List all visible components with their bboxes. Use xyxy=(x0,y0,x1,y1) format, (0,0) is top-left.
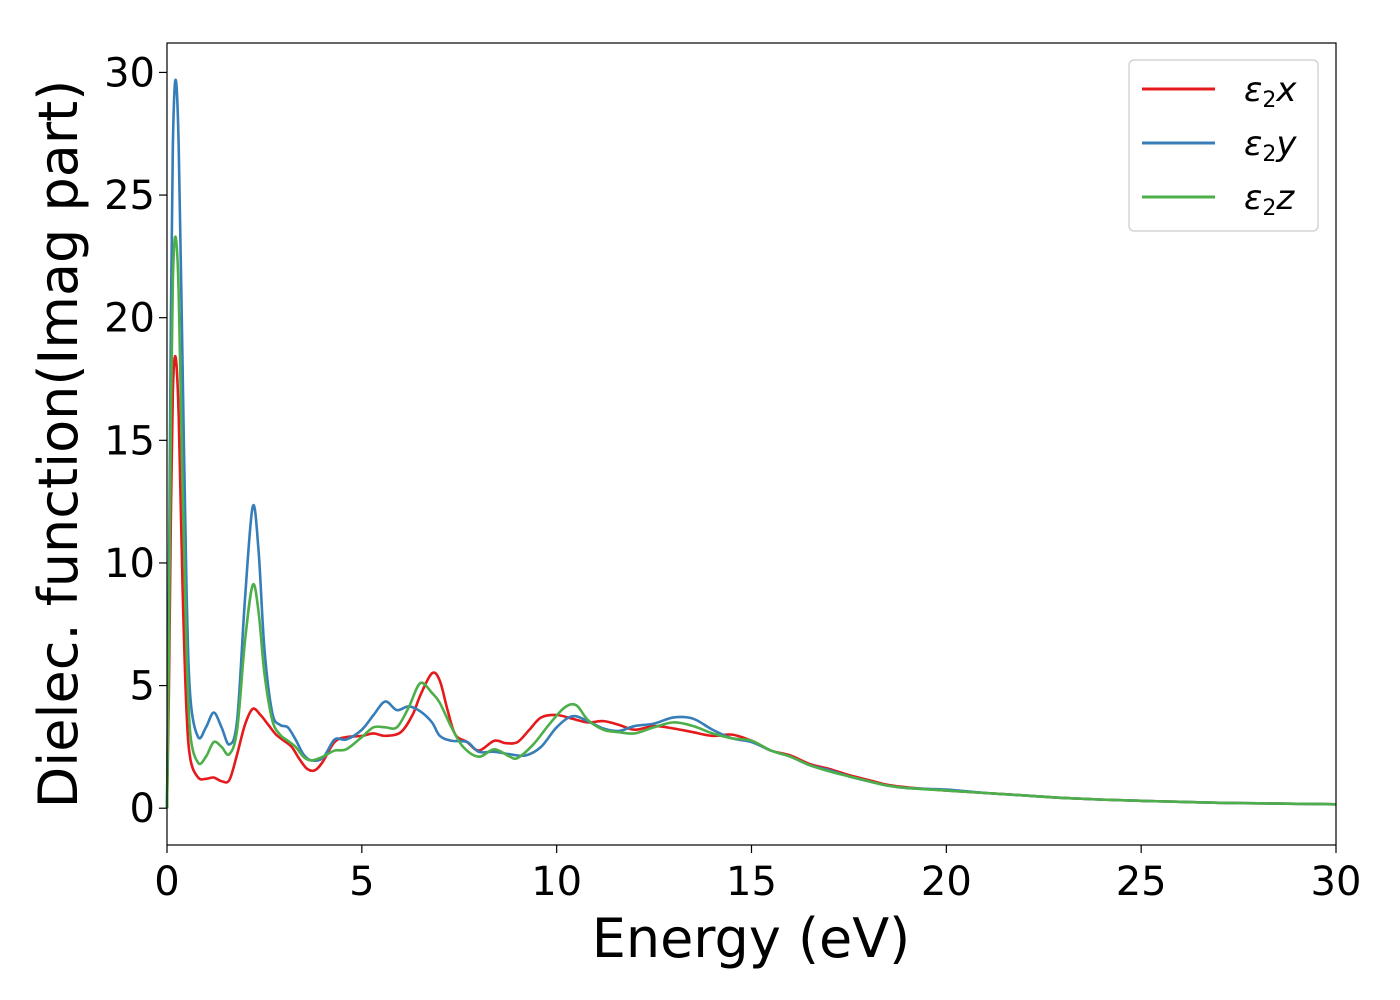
x-tick-label: 30 xyxy=(1311,859,1362,905)
x-tick-label: 20 xyxy=(921,859,972,905)
x-tick-label: 15 xyxy=(726,859,777,905)
legend-items: ε2x ε2y ε2z xyxy=(1142,70,1297,221)
legend-label-z: ε2z xyxy=(1244,178,1295,221)
y-tick-label: 10 xyxy=(104,541,155,587)
y-tick-label: 25 xyxy=(104,173,155,219)
x-axis-ticks: 0 5 10 15 20 25 30 xyxy=(154,845,1361,905)
y-tick-label: 30 xyxy=(104,50,155,96)
legend-label-y: ε2y xyxy=(1244,124,1297,167)
y-tick-label: 0 xyxy=(130,786,155,832)
x-axis-label: Energy (eV) xyxy=(592,907,911,970)
y-axis-label: Dielec. function(Imag part) xyxy=(27,80,90,809)
x-tick-label: 0 xyxy=(154,859,179,905)
series-line-z xyxy=(165,235,1337,809)
legend: ε2x ε2y ε2z xyxy=(1128,59,1319,232)
y-tick-label: 5 xyxy=(130,664,155,710)
y-tick-label: 15 xyxy=(104,418,155,464)
x-tick-label: 5 xyxy=(349,859,374,905)
legend-frame xyxy=(1128,59,1319,232)
x-tick-label: 25 xyxy=(1116,859,1167,905)
y-axis-ticks: 0 5 10 15 20 25 30 xyxy=(104,50,167,832)
x-tick-label: 10 xyxy=(531,859,582,905)
y-tick-label: 20 xyxy=(104,296,155,342)
series-layer xyxy=(165,78,1337,809)
legend-label-x: ε2x xyxy=(1244,70,1297,113)
